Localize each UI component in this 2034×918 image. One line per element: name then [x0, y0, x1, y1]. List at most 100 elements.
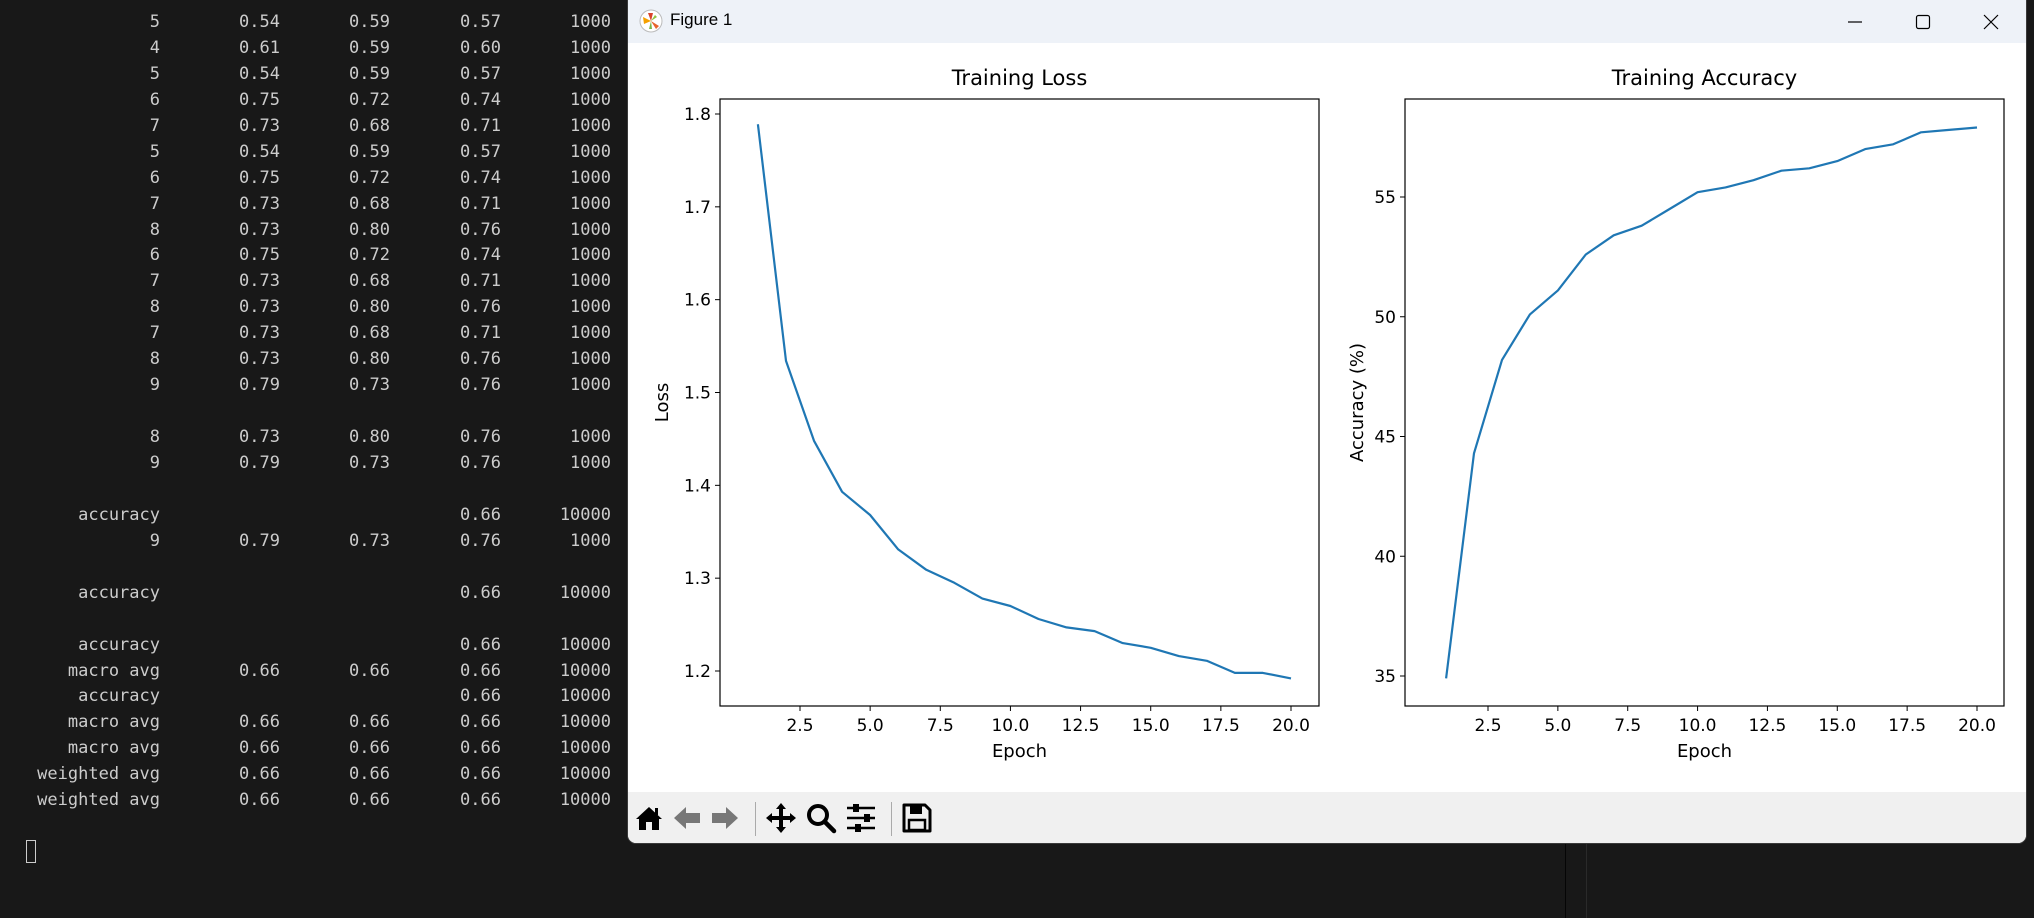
cell-recall: 0.66	[349, 660, 390, 681]
cell-precision: 0.66	[239, 790, 280, 811]
cell-support: 10000	[559, 790, 611, 811]
terminal-line: 8 0.73 0.80 0.76 1000	[0, 346, 640, 372]
save-icon	[902, 803, 932, 833]
cell-row-label: 6	[149, 167, 160, 188]
cell-precision: 0.73	[239, 427, 280, 448]
pane-divider[interactable]	[1586, 843, 1587, 918]
y-tick-label: 45	[1374, 428, 1396, 448]
cell-support: 1000	[570, 530, 611, 551]
cell-support: 1000	[570, 219, 611, 240]
y-tick-label: 1.3	[684, 569, 711, 589]
cell-support: 10000	[559, 738, 611, 759]
terminal-line: 5 0.54 0.59 0.57 1000	[0, 139, 640, 165]
cell-f1-score: 0.57	[460, 12, 501, 32]
cell-recall: 0.80	[349, 297, 390, 318]
cell-recall: 0.68	[349, 115, 390, 136]
terminal-output: 5 0.54 0.59 0.57 1000 4 0.61 0.59 0.60 1000 5 0.54 0…	[0, 0, 640, 918]
series-line	[1445, 126, 1978, 679]
save-button[interactable]	[900, 802, 934, 834]
cell-f1-score: 0.66	[460, 582, 501, 603]
terminal-line: 9 0.79 0.73 0.76 1000	[0, 450, 640, 476]
x-tick-label: 12.5	[1062, 716, 1100, 736]
cell-row-label: macro avg	[67, 660, 160, 681]
cell-f1-score: 0.66	[460, 738, 501, 759]
chart-title: Training Loss	[951, 66, 1088, 90]
cell-precision: 0.66	[239, 738, 280, 759]
cell-support: 10000	[559, 504, 611, 525]
cell-f1-score: 0.71	[460, 271, 501, 292]
cell-recall: 0.66	[349, 738, 390, 759]
maximize-button[interactable]	[1889, 0, 1957, 43]
forward-button[interactable]	[708, 802, 742, 834]
cell-precision: 0.73	[239, 193, 280, 214]
y-tick-label: 40	[1374, 547, 1396, 567]
subplot-loss: 2.5 5.0 7.5 10.0 12.5 15.0 17.5 20.0 1.2 1.3 1.4 1.…	[652, 66, 1320, 762]
maximize-icon	[1915, 14, 1931, 29]
cell-row-label: accuracy	[78, 504, 160, 525]
cell-row-label: macro avg	[67, 738, 160, 759]
back-button[interactable]	[670, 802, 704, 834]
cell-f1-score: 0.74	[460, 245, 501, 266]
terminal-line: accuracy 0.66 10000	[0, 632, 640, 658]
cell-row-label: 7	[149, 115, 160, 136]
x-tick-label: 7.5	[927, 716, 954, 736]
terminal-line: 5 0.54 0.59 0.57 1000	[0, 9, 640, 35]
terminal-line: 7 0.73 0.68 0.71 1000	[0, 113, 640, 139]
cell-row-label: 7	[149, 323, 160, 344]
pan-button[interactable]	[764, 802, 798, 834]
terminal-line: macro avg 0.66 0.66 0.66 10000	[0, 709, 640, 735]
minimize-button[interactable]	[1821, 0, 1889, 43]
y-axis-label: Loss	[652, 383, 673, 422]
close-button[interactable]	[1957, 0, 2025, 43]
cell-f1-score: 0.66	[460, 712, 501, 733]
cell-precision: 0.75	[239, 245, 280, 266]
terminal-line: 5 0.54 0.59 0.57 1000	[0, 61, 640, 87]
matplotlib-logo-icon	[639, 9, 663, 33]
figure-canvas[interactable]: 2.5 5.0 7.5 10.0 12.5 15.0 17.5 20.0 1.2 1.3 1.4 1.…	[628, 0, 2026, 792]
configure-subplots-icon	[847, 804, 875, 832]
cell-support: 1000	[570, 193, 611, 214]
cell-precision: 0.73	[239, 115, 280, 136]
close-icon	[1983, 14, 1999, 29]
terminal-line: accuracy 0.66 10000	[0, 580, 640, 606]
zoom-button[interactable]	[804, 802, 838, 834]
terminal-line: 9 0.79 0.73 0.76 1000	[0, 528, 640, 554]
terminal-line: macro avg 0.66 0.66 0.66 10000	[0, 658, 640, 684]
x-axis-label: Epoch	[992, 741, 1047, 762]
cell-recall: 0.68	[349, 193, 390, 214]
cell-precision: 0.79	[239, 530, 280, 551]
terminal-line: accuracy 0.66 10000	[0, 502, 640, 528]
zoom-icon	[807, 804, 837, 834]
figure-window: Figure 1 2.5 5.0 7.5 10.0 12.5 15.0 17.5 20.0 1.…	[628, 0, 2026, 843]
cell-recall: 0.73	[349, 530, 390, 551]
cell-support: 1000	[570, 63, 611, 84]
cell-support: 1000	[570, 141, 611, 162]
cell-recall: 0.73	[349, 452, 390, 473]
terminal-line	[0, 398, 640, 424]
chart-title: Training Accuracy	[1611, 66, 1797, 90]
cell-row-label: 9	[149, 452, 160, 473]
terminal-line: 7 0.73 0.68 0.71 1000	[0, 191, 640, 217]
cell-f1-score: 0.66	[460, 790, 501, 811]
pane-divider[interactable]	[1565, 843, 1566, 918]
cell-f1-score: 0.71	[460, 115, 501, 136]
title-bar[interactable]: Figure 1	[628, 0, 2026, 43]
y-tick-label: 55	[1374, 188, 1396, 208]
cell-f1-score: 0.76	[460, 219, 501, 240]
terminal-line: weighted avg 0.66 0.66 0.66 10000	[0, 787, 640, 813]
cell-support: 1000	[570, 37, 611, 58]
terminal-line: macro avg 0.66 0.66 0.66 10000	[0, 735, 640, 761]
cell-row-label: weighted avg	[37, 764, 160, 785]
cell-precision: 0.73	[239, 323, 280, 344]
cell-f1-score: 0.60	[460, 37, 501, 58]
cell-f1-score: 0.57	[460, 63, 501, 84]
x-tick-label: 10.0	[1679, 716, 1717, 736]
cell-precision: 0.54	[239, 63, 280, 84]
cell-row-label: 8	[149, 219, 160, 240]
cell-support: 1000	[570, 452, 611, 473]
terminal-line: 7 0.73 0.68 0.71 1000	[0, 268, 640, 294]
cell-support: 1000	[570, 89, 611, 110]
y-tick-label: 1.2	[684, 662, 711, 682]
configure-subplots-button[interactable]	[844, 802, 878, 834]
home-button[interactable]	[632, 802, 666, 834]
